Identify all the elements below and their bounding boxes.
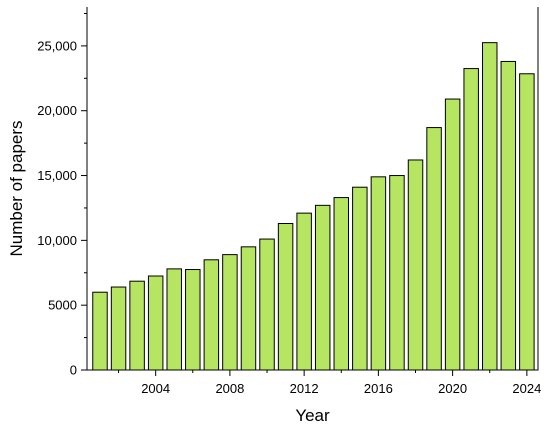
x-axis-title: Year xyxy=(295,406,330,425)
bar-2019 xyxy=(426,127,442,371)
bar-2015 xyxy=(352,186,368,371)
bar-2022 xyxy=(482,42,498,371)
axes-group xyxy=(86,7,539,371)
bar-2023 xyxy=(500,60,517,371)
bar-2012 xyxy=(296,212,312,371)
x-tick-label: 2004 xyxy=(141,381,170,396)
bar-2024 xyxy=(519,73,535,371)
x-tick-label: 2016 xyxy=(364,381,393,396)
y-tick-label: 20,000 xyxy=(37,103,77,118)
x-tick-label: 2020 xyxy=(438,381,467,396)
bar-2008 xyxy=(222,254,238,371)
y-axis-title: Number of papers xyxy=(7,120,26,256)
bar-2010 xyxy=(259,238,275,371)
y-tick-label: 5000 xyxy=(48,298,77,313)
bar-2003 xyxy=(129,280,145,371)
bar-2021 xyxy=(463,68,479,371)
x-tick-label: 2024 xyxy=(512,381,541,396)
x-tick-label: 2012 xyxy=(290,381,319,396)
bar-2014 xyxy=(333,197,350,371)
bar-2020 xyxy=(444,98,461,371)
axes-frame xyxy=(86,7,539,371)
bar-2017 xyxy=(389,175,405,371)
y-tick-label: 10,000 xyxy=(37,233,77,248)
bars-group xyxy=(92,42,535,371)
ticks-group: 0 5000 10,000 15,000 20,000 25,000 2004 2008 201… xyxy=(37,12,541,396)
y-tick-label: 0 xyxy=(70,363,77,378)
bar-2007 xyxy=(203,259,220,371)
bar-2005 xyxy=(166,268,182,371)
bar-2004 xyxy=(147,275,164,371)
bar-2009 xyxy=(240,246,257,371)
bar-2018 xyxy=(407,159,424,371)
x-tick-label: 2008 xyxy=(215,381,244,396)
bar-2006 xyxy=(185,269,201,371)
bar-2013 xyxy=(314,204,331,371)
bar-2016 xyxy=(370,176,387,371)
bar-2011 xyxy=(277,223,294,371)
bar-2001 xyxy=(92,291,108,371)
y-tick-label: 25,000 xyxy=(37,38,77,53)
bar-2002 xyxy=(110,286,127,371)
y-tick-label: 15,000 xyxy=(37,168,77,183)
